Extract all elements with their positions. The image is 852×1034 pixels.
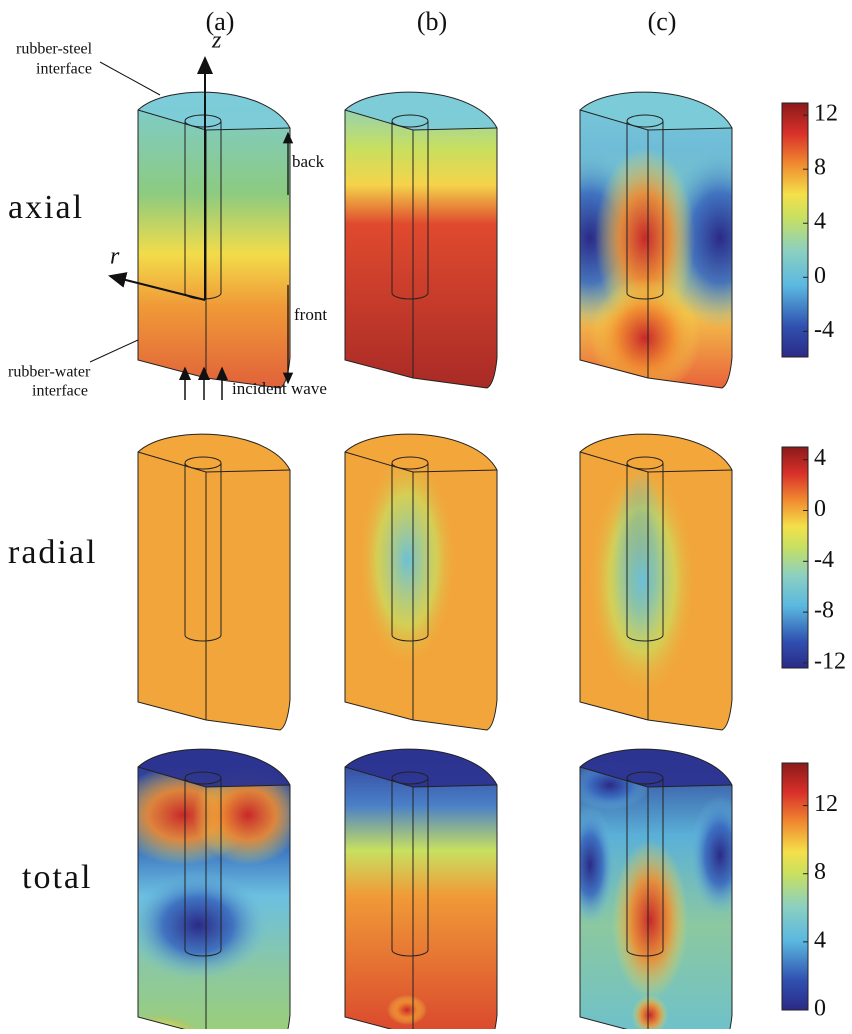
panel (580, 92, 732, 388)
row-label: total (22, 859, 92, 896)
colorbar-label: 0 (814, 996, 826, 1022)
bore (626, 121, 664, 300)
colorbars: 12 8 4 0 -4 4 0 -4 -8 -12 12 8 4 0 (781, 101, 846, 1022)
field-blob (138, 1015, 198, 1034)
colorbar-label: -8 (814, 598, 834, 624)
row-label: radial (8, 534, 97, 571)
top-face (580, 749, 732, 787)
panel (345, 92, 497, 388)
edges (579, 91, 733, 389)
edges (579, 748, 733, 1034)
colorbar-label: 8 (814, 155, 826, 181)
colorbar-label: 0 (814, 496, 826, 522)
annotation: rubber-water (8, 364, 91, 381)
field-blob (660, 148, 732, 328)
field-blob (690, 795, 732, 915)
panel (138, 92, 290, 388)
field-blob (587, 460, 697, 700)
field (138, 434, 290, 730)
panel (580, 749, 732, 1034)
labels: (a) (b) (c) axial radial total z r rubbe… (8, 7, 676, 896)
top-face (345, 434, 497, 472)
panel (138, 749, 290, 1034)
colorbar-label: 8 (814, 859, 826, 885)
row-label: axial (8, 189, 84, 226)
colorbar-label: 4 (814, 209, 826, 235)
colorbar-label: 12 (814, 101, 838, 127)
top-face (138, 749, 290, 787)
bore (184, 463, 222, 642)
top-face (138, 92, 290, 130)
annotation: interface (32, 383, 88, 400)
arrows (89, 56, 294, 400)
edges (137, 433, 291, 731)
bore (626, 778, 664, 957)
bore (391, 778, 429, 957)
annotation: rubber-steel (16, 41, 93, 58)
column-label: (a) (206, 7, 235, 36)
top-face (345, 92, 497, 130)
panel (580, 434, 732, 730)
bore (391, 121, 429, 300)
colorbar-label: -4 (814, 547, 834, 573)
top-face (345, 749, 497, 787)
top-face (580, 92, 732, 130)
leader (89, 339, 139, 363)
top-face (138, 434, 290, 472)
field-blob (595, 148, 695, 328)
axis-label: r (110, 244, 120, 270)
colorbar-label: -12 (814, 648, 846, 674)
annotation: front (294, 305, 327, 324)
bore (626, 463, 664, 642)
colorbar-label: 4 (814, 445, 826, 471)
panel (345, 749, 497, 1034)
colorbar (781, 446, 809, 669)
field (345, 749, 497, 1034)
field-blob (580, 805, 615, 925)
field-blob (387, 995, 427, 1025)
field-blob (357, 450, 457, 670)
r-arrow (108, 272, 206, 301)
top-face (580, 434, 732, 472)
leader (99, 61, 161, 96)
bore (184, 778, 222, 957)
colorbar-label: -4 (814, 317, 834, 343)
colorbar-label: 0 (814, 263, 826, 289)
panel (345, 434, 497, 730)
edges (344, 91, 498, 389)
colorbar-label: 4 (814, 927, 826, 953)
edges (344, 433, 498, 731)
annotation: interface (36, 61, 92, 78)
column-label: (c) (648, 7, 677, 36)
field-blob (632, 995, 668, 1034)
field-blob (590, 278, 700, 388)
field (345, 92, 497, 388)
edges (344, 748, 498, 1034)
field-blob (612, 840, 688, 1000)
edges (137, 748, 291, 1034)
bore (391, 463, 429, 642)
panels (137, 91, 733, 1034)
field-blob (138, 870, 268, 980)
annotation: back (292, 152, 325, 171)
colorbar (781, 102, 809, 358)
annotation: incident wave (232, 379, 327, 398)
edges (579, 433, 733, 731)
axis-label: z (211, 28, 222, 54)
column-label: (b) (417, 7, 447, 36)
colorbar-label: 12 (814, 791, 838, 817)
colorbar (781, 762, 809, 1011)
field (138, 92, 290, 388)
panel (138, 434, 290, 730)
